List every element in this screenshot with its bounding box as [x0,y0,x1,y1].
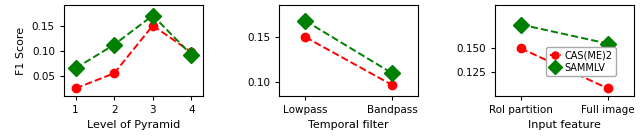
X-axis label: Input feature: Input feature [528,120,600,130]
Y-axis label: F1 Score: F1 Score [16,27,26,75]
Legend: CAS(ME)2, SAMMLV: CAS(ME)2, SAMMLV [546,47,616,76]
X-axis label: Temporal filter: Temporal filter [308,120,389,130]
X-axis label: Level of Pyramid: Level of Pyramid [87,120,180,130]
